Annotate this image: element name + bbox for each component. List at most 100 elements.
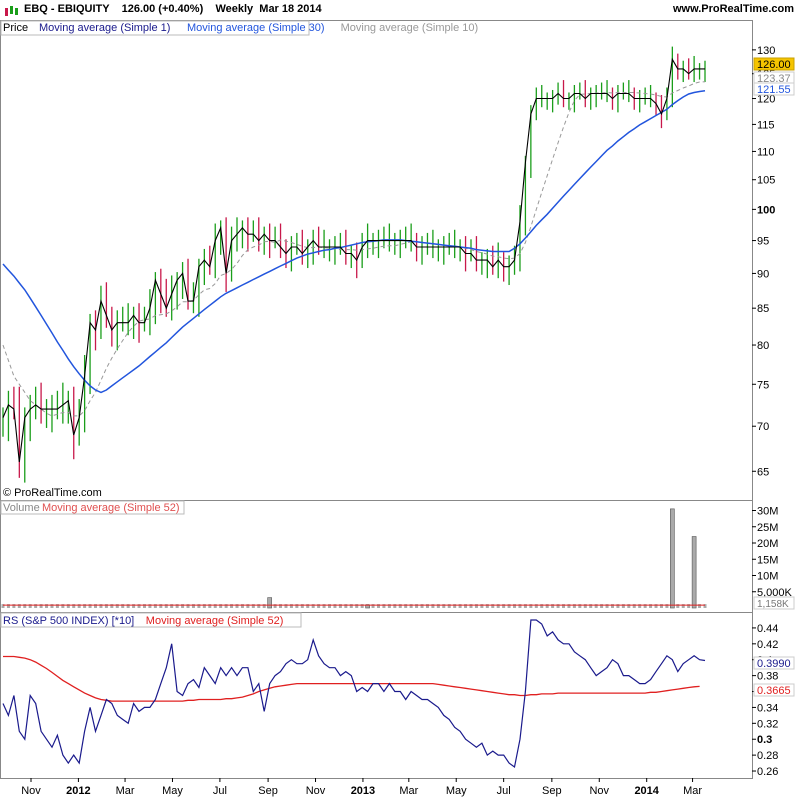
volume-bar	[121, 604, 125, 608]
volume-bar	[104, 604, 108, 608]
chart-title: EBQ - EBIQUITY 126.00 (+0.40%) Weekly Ma…	[24, 3, 322, 15]
volume-bar	[126, 604, 130, 608]
price-tick-label: 105	[757, 175, 775, 187]
volume-tick-label: 20M	[757, 538, 778, 550]
volume-bar	[398, 604, 402, 608]
volume-last-label: 1,158K	[757, 599, 789, 610]
volume-bar	[654, 604, 658, 608]
volume-bar	[464, 604, 468, 608]
volume-bar	[306, 604, 310, 608]
volume-bar	[50, 604, 54, 608]
volume-bar	[181, 604, 185, 608]
price-legend-item: Moving average (Simple 10)	[341, 22, 479, 34]
volume-bar	[132, 604, 136, 608]
volume-spike-bar	[267, 597, 272, 609]
price-last-label: 126.00	[757, 59, 791, 71]
volume-bar	[578, 604, 582, 608]
volume-bar	[572, 604, 576, 608]
price-tick-label: 115	[757, 119, 775, 131]
price-bars-group	[2, 46, 706, 483]
volume-bar	[469, 604, 473, 608]
price-tick-label: 85	[757, 303, 769, 315]
volume-bar	[420, 604, 424, 608]
volume-bar	[589, 604, 593, 608]
volume-bar	[545, 604, 549, 608]
volume-bar	[246, 604, 250, 608]
volume-legend-item: Volume	[3, 502, 40, 514]
volume-bar	[17, 604, 21, 608]
volume-tick-label: 10M	[757, 571, 778, 583]
volume-bar	[28, 604, 32, 608]
volume-bar	[425, 604, 429, 608]
x-tick-label: Mar	[116, 785, 135, 797]
price-last-label: 123.37	[757, 73, 791, 85]
rs-legend-item: Moving average (Simple 52)	[146, 615, 284, 627]
volume-bar	[659, 604, 663, 608]
volume-bar	[436, 604, 440, 608]
rs-line	[2, 619, 706, 769]
volume-bar	[333, 604, 337, 608]
volume-last-box	[753, 596, 795, 610]
volume-bar	[311, 604, 315, 608]
rs-tick-label: 0.42	[757, 639, 778, 651]
price-tick-label: 65	[757, 466, 769, 478]
volume-bar	[208, 604, 212, 608]
volume-bar	[562, 604, 566, 608]
volume-bar	[289, 604, 293, 608]
volume-bar	[502, 604, 506, 608]
rs-tick-label: 0.3	[757, 734, 772, 746]
volume-bar	[513, 604, 517, 608]
volume-bar	[230, 604, 234, 608]
volume-bar	[115, 604, 119, 608]
volume-bar	[605, 604, 609, 608]
volume-bar	[610, 604, 614, 608]
x-tick-label: 2012	[66, 785, 90, 797]
volume-bar	[186, 604, 190, 608]
x-tick-label: Nov	[21, 785, 41, 797]
volume-bar	[170, 604, 174, 608]
volume-bar	[257, 604, 261, 608]
volume-bar	[99, 604, 103, 608]
volume-tick-label: 5,000K	[757, 587, 793, 599]
price-legend-item: Price	[3, 22, 28, 34]
rs-legend-item: RS (S&P 500 INDEX) [*10]	[3, 615, 134, 627]
x-tick-label: Sep	[258, 785, 278, 797]
volume-bar	[703, 604, 707, 608]
volume-bar	[567, 604, 571, 608]
volume-bar	[529, 604, 533, 608]
x-tick-label: Mar	[683, 785, 702, 797]
price-tick-label: 90	[757, 268, 769, 280]
volume-bar	[110, 604, 114, 608]
volume-bar	[638, 604, 642, 608]
rs-last-label: 0.3665	[757, 685, 791, 697]
ma30-line	[2, 89, 706, 394]
volume-bar	[643, 604, 647, 608]
volume-bar	[371, 604, 375, 608]
x-tick-label: Mar	[399, 785, 418, 797]
volume-bar	[273, 604, 277, 608]
volume-bar	[393, 604, 397, 608]
volume-bar	[338, 604, 342, 608]
volume-bar	[442, 604, 446, 608]
volume-bar	[240, 604, 244, 608]
volume-bar	[627, 604, 631, 608]
volume-bar	[355, 604, 359, 608]
price-tick-label: 130	[757, 45, 775, 57]
volume-bar	[219, 604, 223, 608]
volume-bar	[317, 604, 321, 608]
volume-bar	[197, 604, 201, 608]
x-tick-label: Sep	[542, 785, 562, 797]
volume-bar	[621, 604, 625, 608]
price-tick-label: 75	[757, 379, 769, 391]
rs-tick-label: 0.34	[757, 702, 778, 714]
price-legend-item: Moving average (Simple 30)	[187, 22, 325, 34]
volume-tick-label: 25M	[757, 522, 778, 534]
volume-bar	[251, 604, 255, 608]
site-link[interactable]: www.ProRealTime.com	[672, 3, 794, 15]
volume-bar	[583, 604, 587, 608]
volume-bar	[175, 604, 179, 608]
volume-spike-bar	[691, 536, 697, 609]
volume-bar	[1, 604, 5, 608]
volume-bar	[322, 604, 326, 608]
